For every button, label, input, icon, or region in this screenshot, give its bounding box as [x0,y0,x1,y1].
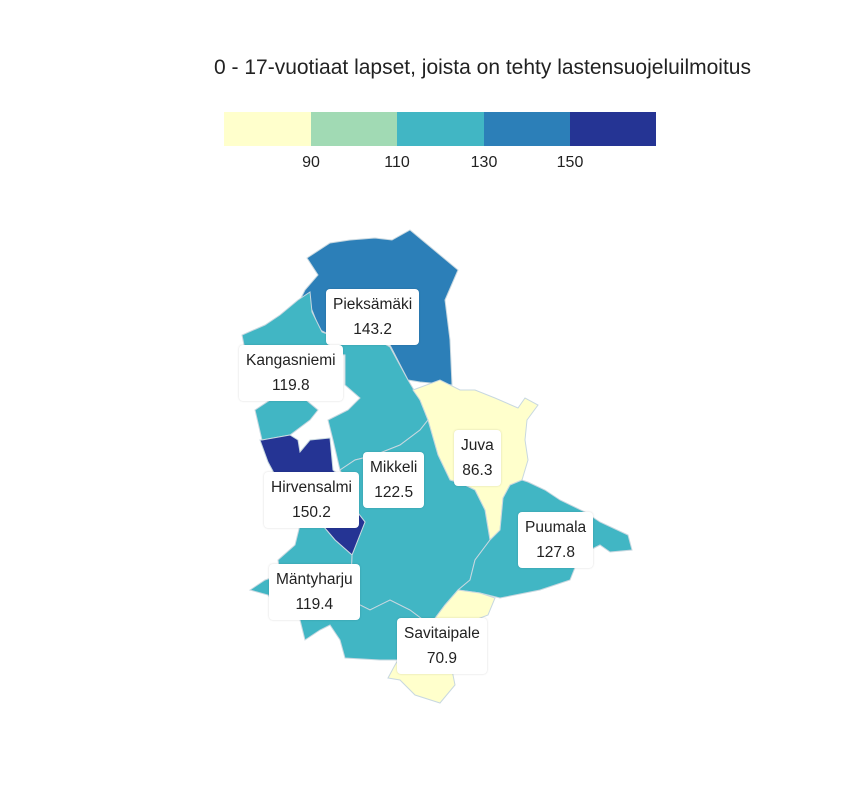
label-name: Savitaipale [404,625,480,642]
label-kangasniemi: Kangasniemi 119.8 [239,345,343,401]
label-value: 122.5 [374,484,414,501]
label-value: 127.8 [536,544,575,561]
label-savitaipale: Savitaipale 70.9 [397,618,487,674]
label-value: 143.2 [353,321,393,338]
label-value: 119.4 [295,596,334,613]
legend-swatch-1 [224,112,311,146]
map-title: 0 - 17-vuotiaat lapset, joista on tehty … [214,56,751,79]
label-name: Puumala [525,519,587,536]
legend-tick-150: 150 [556,154,584,171]
label-name: Kangasniemi [246,352,336,369]
legend-swatch-5 [570,112,656,146]
label-mantyharju: Mäntyharju 119.4 [269,564,360,620]
label-value: 150.2 [292,504,331,521]
label-puumala: Puumala 127.8 [518,512,594,568]
legend-tick-130: 130 [470,154,498,171]
label-mikkeli: Mikkeli 122.5 [363,452,425,508]
label-juva: Juva 86.3 [454,430,501,486]
legend-tick-110: 110 [384,154,410,171]
label-name: Juva [461,437,494,454]
label-name: Pieksämäki [333,296,413,313]
label-name: Mikkeli [370,459,418,476]
legend-swatch-2 [311,112,397,146]
legend-swatch-3 [397,112,484,146]
label-pieksamaki: Pieksämäki 143.2 [326,289,420,345]
legend-tick-90: 90 [302,154,320,171]
label-value: 119.8 [271,377,310,394]
label-name: Mäntyharju [276,571,353,588]
label-value: 70.9 [426,650,457,667]
label-name: Hirvensalmi [271,479,352,496]
label-value: 86.3 [462,462,493,479]
label-hirvensalmi: Hirvensalmi 150.2 [264,472,359,528]
legend-swatch-4 [484,112,570,146]
